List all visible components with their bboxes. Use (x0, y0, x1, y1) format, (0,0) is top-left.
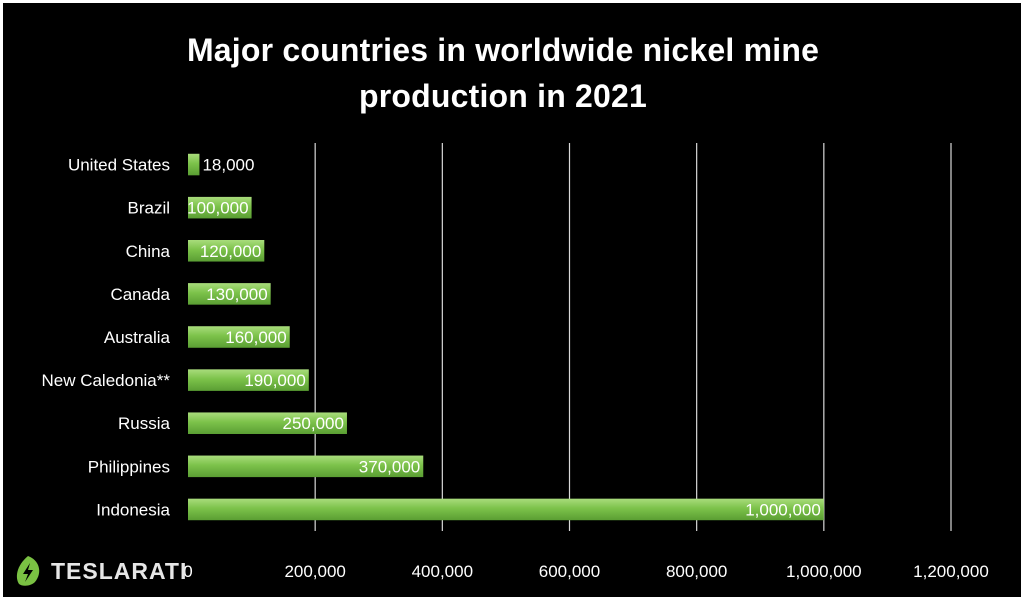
data-label: 250,000 (283, 414, 344, 433)
chart-frame: Major countries in worldwide nickel mine… (3, 3, 1021, 597)
x-tick-label: 200,000 (284, 562, 345, 581)
bar (188, 153, 200, 176)
bar (188, 498, 824, 521)
x-tick-label: 800,000 (666, 562, 727, 581)
bar (188, 369, 309, 391)
data-label: 190,000 (244, 371, 305, 390)
data-label: 370,000 (359, 457, 420, 476)
data-label: 1,000,000 (745, 500, 821, 519)
category-label: China (126, 242, 171, 261)
category-label: New Caledonia** (41, 371, 170, 390)
x-axis-ticks: 0 200,000 400,000 600,000 800,000 1,000,000 1,… (183, 562, 989, 581)
x-tick-label: 1,000,000 (786, 562, 862, 581)
category-labels: United States Brazil China Canada Australia N… (41, 156, 170, 520)
bar-chart: United States Brazil China Canada Australia N… (41, 143, 989, 581)
gridlines (314, 143, 952, 531)
data-label: 100,000 (187, 199, 248, 218)
x-tick-label: 1,200,000 (913, 562, 989, 581)
bar (188, 326, 290, 348)
category-label: Indonesia (96, 500, 170, 519)
data-labels: 18,000 100,000 120,000 130,000 160,000 190,00… (187, 156, 821, 520)
data-label: 160,000 (225, 328, 286, 347)
bar (188, 240, 265, 262)
chart-title: Major countries in worldwide nickel mine… (186, 32, 820, 114)
data-label: 120,000 (200, 242, 261, 261)
teslarati-logo: TESLARATI (13, 553, 187, 589)
leaf-bolt-icon (16, 556, 40, 586)
category-label: Australia (104, 328, 171, 347)
bar (188, 412, 347, 434)
category-label: United States (68, 156, 170, 175)
bar (188, 196, 252, 219)
category-label: Philippines (88, 457, 170, 476)
bars (188, 153, 824, 521)
x-tick-label: 400,000 (412, 562, 473, 581)
data-label: 18,000 (202, 156, 254, 175)
x-tick-label: 600,000 (539, 562, 600, 581)
logo-text: TESLARATI (51, 557, 188, 584)
category-label: Brazil (127, 199, 170, 218)
x-tick-label: 0 (183, 562, 192, 581)
bar (188, 283, 271, 305)
category-label: Russia (118, 414, 171, 433)
bar (188, 455, 424, 478)
data-label: 130,000 (206, 285, 267, 304)
category-label: Canada (110, 285, 170, 304)
